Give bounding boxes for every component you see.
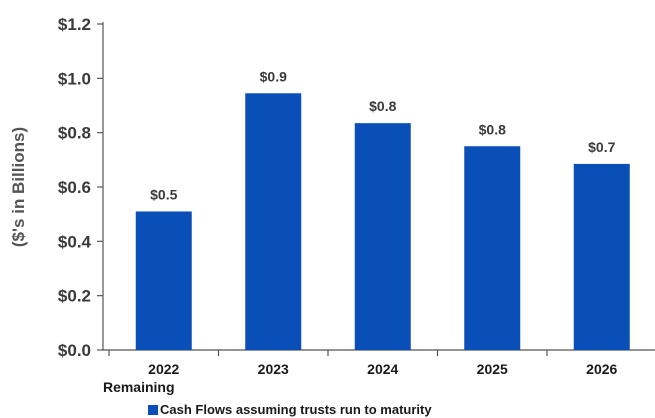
x-tick-label: 2024	[367, 361, 398, 377]
legend-swatch	[148, 405, 158, 415]
bar	[573, 163, 630, 350]
data-label: $0.5	[150, 186, 177, 202]
y-tick-label: $0.2	[58, 287, 91, 306]
legend-label: Cash Flows assuming trusts run to maturi…	[160, 402, 432, 417]
bar	[135, 211, 192, 350]
y-tick-label: $1.2	[58, 15, 91, 34]
data-label: $0.8	[369, 98, 396, 114]
y-tick-label: $0.4	[58, 232, 92, 251]
x-tick-label: 2023	[258, 361, 289, 377]
x-tick-label: 2022 Remaining	[103, 361, 180, 395]
data-label: $0.8	[479, 121, 506, 137]
bar	[354, 123, 411, 351]
y-axis-label: ($'s in Billions)	[9, 127, 28, 247]
y-tick-label: $0.0	[58, 341, 91, 360]
data-label: $0.7	[588, 139, 615, 155]
y-tick-label: $0.8	[58, 124, 91, 143]
x-tick-label: 2025	[477, 361, 508, 377]
bar	[245, 93, 302, 351]
data-label: $0.9	[260, 68, 287, 84]
x-tick-label: 2026	[586, 361, 617, 377]
y-tick-label: $0.6	[58, 178, 91, 197]
y-tick-label: $1.0	[58, 69, 91, 88]
bar	[464, 146, 521, 350]
